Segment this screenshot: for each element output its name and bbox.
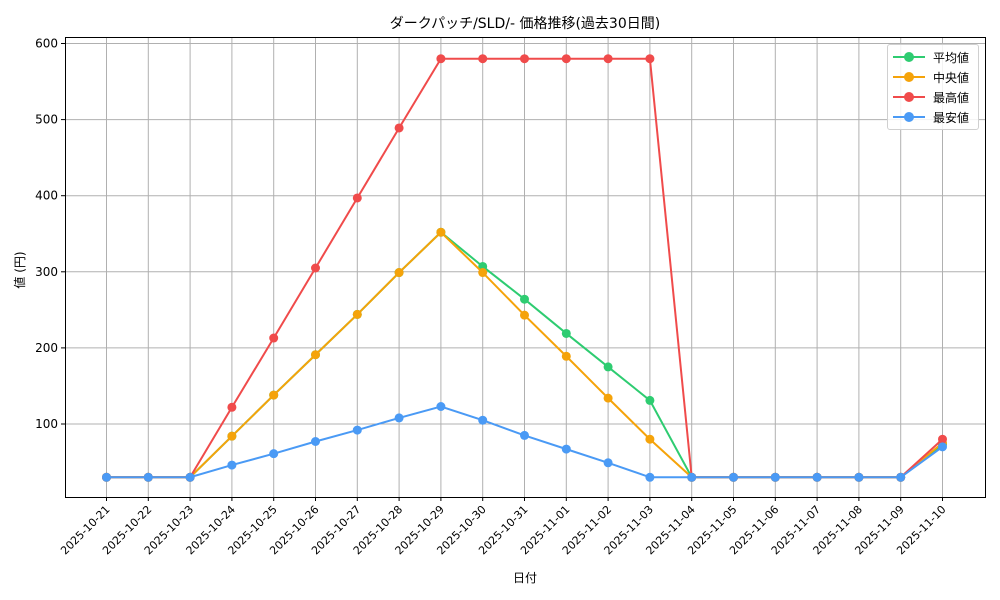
data-point [561,444,571,454]
data-point [854,472,864,482]
data-point [478,415,488,425]
legend-label: 最高値 [933,90,970,105]
data-point [436,227,446,237]
data-point [227,402,237,412]
data-point [352,425,362,435]
data-point [311,350,320,360]
data-point [896,472,906,482]
data-point [687,472,697,482]
data-point [394,268,404,278]
legend-marker-icon [893,71,925,83]
y-tick-label: 600 [35,37,58,51]
legend-item-average: 平均値 [888,47,978,67]
data-point [603,458,613,468]
data-point [352,309,362,319]
data-point [394,123,404,133]
data-point [185,472,195,482]
data-point [938,442,947,452]
legend-item-min: 最安値 [888,107,978,127]
y-tick-label: 200 [35,341,58,355]
data-point [269,390,279,400]
data-point [311,437,320,447]
data-point [812,472,822,482]
data-point [603,54,613,64]
x-axis-label: 日付 [513,571,537,585]
y-tick-label: 100 [35,417,58,431]
data-point [561,328,571,338]
data-point [102,472,111,482]
y-tick-label: 300 [35,265,58,279]
data-point [603,393,613,403]
chart-title: ダークパッチ/SLD/- 価格推移(過去30日間) [390,16,660,32]
legend-label: 平均値 [933,50,970,65]
legend-marker-icon [893,91,925,103]
data-point [352,193,362,203]
data-point [520,430,529,440]
data-point [645,54,655,64]
legend: 平均値 中央値 最高値 最安値 [887,44,979,130]
x-axis-ticks: 2025-10-212025-10-222025-10-232025-10-24… [58,497,949,557]
data-point [269,333,279,343]
data-point [520,294,529,304]
series-最安値 [102,401,947,482]
data-point [269,449,279,459]
data-point [938,434,947,444]
data-point [645,434,655,444]
data-point [436,54,446,64]
data-point [143,472,153,482]
legend-marker-icon [893,51,925,63]
y-tick-label: 400 [35,189,58,203]
data-point [394,413,404,423]
data-point [520,310,529,320]
plot-frame [65,37,986,498]
legend-label: 中央値 [933,70,970,85]
data-point [311,263,320,273]
legend-item-median: 中央値 [888,67,978,87]
legend-item-max: 最高値 [888,87,978,107]
y-tick-label: 500 [35,113,58,127]
data-point [478,54,488,64]
data-point [478,268,488,278]
data-point [561,351,571,361]
y-axis-label: 値 (円) [12,251,27,288]
legend-marker-icon [893,111,925,123]
grid-lines [65,38,985,497]
data-point [770,472,780,482]
y-axis-ticks: 100 200 300 400 500 600 [35,37,65,431]
data-point [645,395,655,405]
data-point [436,401,446,411]
data-point [603,362,613,372]
data-point [729,472,738,482]
series-lines [102,54,947,482]
data-point [561,54,571,64]
data-point [520,54,529,64]
legend-label: 最安値 [933,110,970,125]
data-point [227,431,237,441]
data-point [645,472,655,482]
data-point [227,460,237,470]
